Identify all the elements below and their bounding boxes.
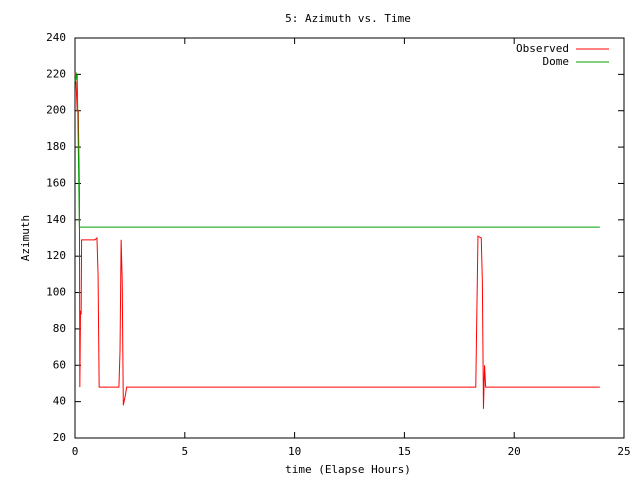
x-tick-label: 5 — [181, 445, 188, 458]
chart-title: 5: Azimuth vs. Time — [285, 12, 411, 25]
y-tick-label: 40 — [53, 395, 66, 408]
x-axis-label: time (Elapse Hours) — [285, 463, 411, 476]
y-tick-label: 20 — [53, 431, 66, 444]
y-tick-label: 140 — [46, 213, 66, 226]
y-tick-label: 220 — [46, 67, 66, 80]
y-tick-label: 60 — [53, 358, 66, 371]
y-axis-label: Azimuth — [19, 215, 32, 261]
y-tick-label: 160 — [46, 176, 66, 189]
legend-label: Observed — [516, 42, 569, 55]
x-tick-label: 20 — [508, 445, 521, 458]
y-tick-label: 240 — [46, 31, 66, 44]
x-tick-label: 0 — [72, 445, 79, 458]
series-line — [74, 72, 600, 228]
x-tick-label: 25 — [617, 445, 630, 458]
x-tick-label: 15 — [398, 445, 411, 458]
y-tick-label: 100 — [46, 286, 66, 299]
legend-label: Dome — [543, 55, 570, 68]
plot-border — [74, 37, 625, 439]
y-tick-label: 120 — [46, 249, 66, 262]
y-tick-label: 80 — [53, 322, 66, 335]
y-tick-label: 180 — [46, 140, 66, 153]
x-tick-label: 10 — [288, 445, 301, 458]
y-tick-label: 200 — [46, 104, 66, 117]
series-line — [74, 72, 600, 409]
